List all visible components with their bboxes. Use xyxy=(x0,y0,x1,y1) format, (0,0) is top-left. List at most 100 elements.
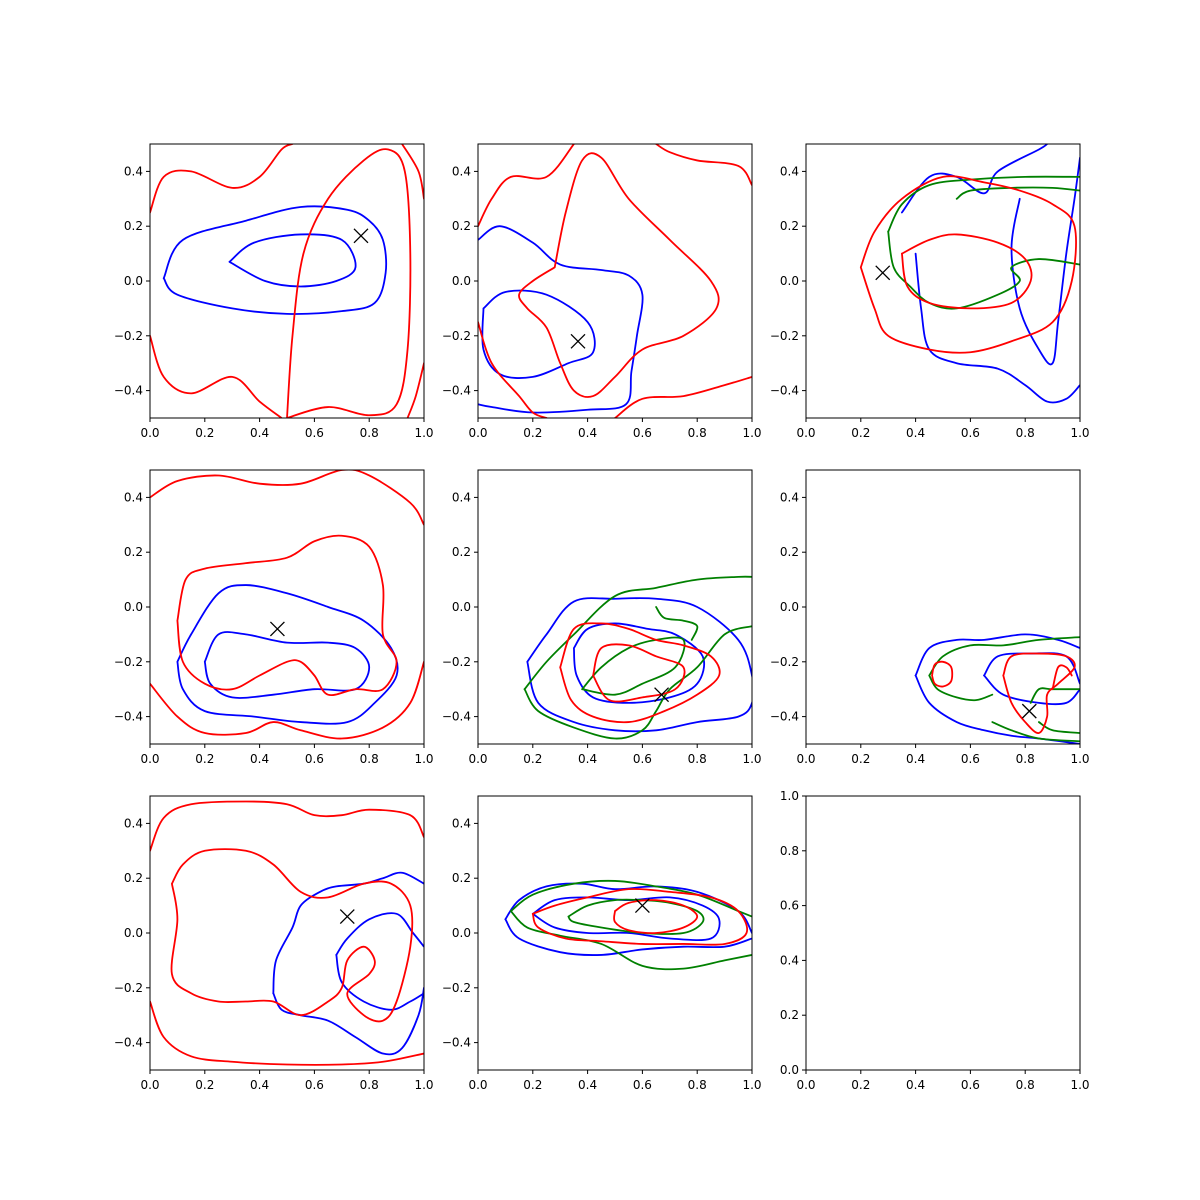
contour-line xyxy=(523,625,752,740)
x-marker xyxy=(875,265,891,281)
y-tick-label: −0.4 xyxy=(770,384,799,398)
series-blue xyxy=(526,597,752,733)
y-tick-label: 0.0 xyxy=(780,600,799,614)
contour-line xyxy=(859,175,1077,354)
contour-line xyxy=(150,470,424,526)
subplot-9: 0.0 0.2 0.4 0.6 0.8 1.0 0.0 0.2 0.4 0.6 0.8 1.0 xyxy=(780,789,1090,1092)
contour-line xyxy=(991,721,1080,743)
y-tick-label: 1.0 xyxy=(780,789,799,803)
x-marker xyxy=(634,898,650,914)
y-tick-label: 0.4 xyxy=(124,490,143,504)
y-tick-label: 0.0 xyxy=(780,274,799,288)
contour-line xyxy=(272,871,424,995)
y-tick-label: 0.4 xyxy=(452,164,471,178)
y-tick-label: −0.4 xyxy=(442,710,471,724)
x-tick-label: 0.2 xyxy=(195,426,214,440)
axes-frame xyxy=(805,795,1081,1071)
subplot-3: 0.0 0.2 0.4 0.6 0.8 1.0 −0.4 −0.2 0.0 0.2 0.4 xyxy=(770,143,1090,440)
x-tick-label: 0.6 xyxy=(305,1078,324,1092)
x-tick-label: 0.8 xyxy=(360,426,379,440)
contour-line xyxy=(272,986,424,1056)
contour-line xyxy=(1038,721,1080,734)
contour-line xyxy=(983,652,1080,685)
y-tick-label: 0.2 xyxy=(452,219,471,233)
x-tick-label: 0.6 xyxy=(961,752,980,766)
x-tick-label: 0.2 xyxy=(523,1078,542,1092)
contour-line xyxy=(928,674,994,702)
y-tick-label: 0.8 xyxy=(780,844,799,858)
y-tick-label: 0.2 xyxy=(124,219,143,233)
y-tick-label: −0.4 xyxy=(442,384,471,398)
series-red xyxy=(559,622,721,724)
contour-line xyxy=(176,584,399,725)
contour-line xyxy=(509,879,752,918)
x-tick-label: 0.6 xyxy=(961,1078,980,1092)
contour-line xyxy=(481,289,596,379)
plot-area xyxy=(859,144,1080,404)
series-red xyxy=(931,652,1076,734)
contour-line xyxy=(573,622,706,704)
y-tick-label: 0.0 xyxy=(452,600,471,614)
series-blue xyxy=(176,584,399,725)
y-tick-label: 0.4 xyxy=(124,164,143,178)
x-tick-label: 0.6 xyxy=(305,752,324,766)
x-marker xyxy=(339,909,355,925)
contour-line xyxy=(176,534,398,697)
x-tick-label: 0.0 xyxy=(468,1078,487,1092)
series-red xyxy=(150,470,424,740)
y-tick-label: 0.4 xyxy=(780,953,799,967)
y-tick-label: −0.2 xyxy=(770,655,799,669)
contour-line xyxy=(928,636,1080,677)
contour-line xyxy=(655,144,752,186)
series-red xyxy=(150,800,424,1066)
y-tick-label: 0.2 xyxy=(452,545,471,559)
y-tick-label: 0.0 xyxy=(780,1063,799,1077)
x-tick-label: 0.2 xyxy=(523,752,542,766)
y-tick-label: 0.4 xyxy=(452,816,471,830)
contour-line xyxy=(406,362,424,418)
series-blue xyxy=(272,871,424,1056)
contour-line xyxy=(955,186,1080,200)
contour-line xyxy=(931,660,954,688)
subplot-7: 0.0 0.2 0.4 0.6 0.8 1.0 −0.4 −0.2 0.0 0.2 0.4 xyxy=(114,795,434,1092)
contour-line xyxy=(1002,652,1076,734)
y-tick-label: 0.0 xyxy=(452,274,471,288)
x-tick-label: 0.4 xyxy=(906,752,925,766)
subplot-5: 0.0 0.2 0.4 0.6 0.8 1.0 −0.4 −0.2 0.0 0.2 0.4 xyxy=(442,469,762,766)
x-tick-label: 0.4 xyxy=(250,752,269,766)
x-tick-label: 0.0 xyxy=(140,1078,159,1092)
x-tick-label: 0.8 xyxy=(688,426,707,440)
subplot-1: 0.0 0.2 0.4 0.6 0.8 1.0 −0.4 −0.2 0.0 0.2 0.4 xyxy=(114,143,434,440)
series-green xyxy=(928,636,1080,743)
contour-line xyxy=(592,643,686,703)
x-tick-label: 1.0 xyxy=(1070,1078,1089,1092)
contour-line xyxy=(150,800,424,852)
subplot-4: 0.0 0.2 0.4 0.6 0.8 1.0 −0.4 −0.2 0.0 0.2 0.4 xyxy=(114,469,434,766)
x-tick-label: 0.0 xyxy=(140,426,159,440)
x-tick-label: 1.0 xyxy=(414,752,433,766)
plot-area xyxy=(478,144,752,418)
x-tick-label: 1.0 xyxy=(1070,752,1089,766)
contour-line xyxy=(914,252,1080,404)
contour-line xyxy=(335,912,424,956)
series-blue xyxy=(162,205,388,315)
contour-line xyxy=(478,321,548,418)
contour-line xyxy=(504,918,752,956)
axes-frame xyxy=(149,795,425,1071)
contour-line xyxy=(523,575,752,691)
x-tick-label: 0.8 xyxy=(360,752,379,766)
y-tick-label: 0.6 xyxy=(780,899,799,913)
y-tick-label: −0.2 xyxy=(114,655,143,669)
x-tick-label: 0.6 xyxy=(633,1078,652,1092)
y-tick-label: −0.2 xyxy=(114,329,143,343)
x-tick-label: 0.0 xyxy=(468,752,487,766)
x-tick-label: 0.6 xyxy=(305,426,324,440)
series-blue xyxy=(478,225,644,414)
plot-area xyxy=(150,144,424,418)
x-tick-label: 0.6 xyxy=(633,752,652,766)
y-tick-label: −0.2 xyxy=(442,655,471,669)
contour-line xyxy=(170,848,414,1023)
contour-line xyxy=(655,606,699,641)
contour-line xyxy=(914,633,1080,677)
x-tick-label: 0.4 xyxy=(906,426,925,440)
